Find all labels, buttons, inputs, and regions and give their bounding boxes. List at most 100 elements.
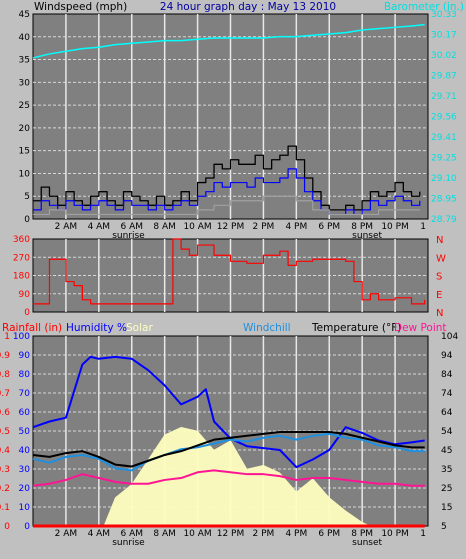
compass-label: N bbox=[436, 308, 443, 319]
x-tick-label: 8 PM bbox=[351, 529, 373, 539]
sunrise-label: sunrise bbox=[112, 538, 145, 548]
dew_point-line bbox=[32, 469, 425, 487]
x-tick-label: 10 PM bbox=[381, 222, 409, 232]
compass-label: S bbox=[436, 272, 442, 283]
humidity-y-tick: 50 bbox=[19, 427, 31, 437]
x-tick-label: 10 PM bbox=[381, 529, 409, 539]
temperature-plot-series bbox=[32, 355, 425, 528]
wind-y-tick: 40 bbox=[19, 33, 31, 43]
barometer-line bbox=[32, 23, 425, 59]
wind-plot-grid bbox=[33, 14, 428, 219]
rain-y-tick: 0.9 bbox=[0, 351, 10, 361]
barometer-y-tick: 29.25 bbox=[431, 154, 457, 164]
x-tick-label: 8 AM bbox=[153, 222, 176, 232]
temperature-y-tick: 74 bbox=[441, 389, 453, 399]
wind-y-tick: 30 bbox=[19, 78, 31, 88]
wind-plot-ticks: 0 5 10 15 20 25 30 35 40 45 28.79 28.95 29.10 29.25 29… bbox=[19, 10, 457, 241]
rain-y-tick: 0 bbox=[4, 522, 10, 532]
humidity-y-tick: 20 bbox=[19, 484, 31, 494]
wind-y-tick: 25 bbox=[19, 101, 30, 111]
barometer-y-tick: 28.95 bbox=[431, 195, 457, 205]
rain-y-tick: 0.6 bbox=[0, 408, 10, 418]
direction-y-tick: 90 bbox=[19, 290, 31, 300]
barometer-axis-label: Barometer (in.) bbox=[384, 1, 464, 13]
chart-title: 24 hour graph day : May 13 2010 bbox=[160, 1, 336, 13]
barometer-y-tick: 29.71 bbox=[431, 92, 457, 102]
direction-y-tick: 360 bbox=[13, 235, 30, 245]
humidity-y-tick: 40 bbox=[19, 446, 31, 456]
wind-y-tick: 15 bbox=[19, 147, 30, 157]
rain-y-tick: 0.1 bbox=[0, 503, 10, 513]
rain-y-tick: 1 bbox=[4, 332, 10, 342]
dew-point-axis-label: Dew Point bbox=[394, 322, 447, 334]
x-tick-label: 1 bbox=[420, 222, 426, 232]
temperature-y-tick: 54 bbox=[441, 427, 453, 437]
temperature-axis-label: Temperature (°F) bbox=[311, 322, 401, 334]
direction-y-tick: 0 bbox=[24, 308, 30, 318]
x-tick-label: 1 bbox=[420, 529, 426, 539]
x-tick-label: 4 PM bbox=[285, 529, 307, 539]
x-tick-label: 4 PM bbox=[285, 222, 307, 232]
rain-y-tick: 0.8 bbox=[0, 370, 10, 380]
sunrise-label: sunrise bbox=[112, 231, 145, 241]
rain-y-tick: 0.7 bbox=[0, 389, 10, 399]
x-tick-label: 12 PM bbox=[217, 529, 245, 539]
rain-y-tick: 0.4 bbox=[0, 446, 10, 456]
humidity-y-tick: 10 bbox=[19, 503, 31, 513]
humidity-y-tick: 0 bbox=[24, 522, 30, 532]
wind_gust-line bbox=[33, 145, 421, 211]
barometer-y-tick: 30.02 bbox=[431, 51, 457, 61]
wind-y-tick: 10 bbox=[19, 169, 31, 179]
wind-axis-label: Windspeed (mph) bbox=[34, 1, 127, 13]
wind-y-tick: 20 bbox=[19, 124, 31, 134]
humidity-y-tick: 70 bbox=[19, 389, 31, 399]
direction-y-tick: 270 bbox=[13, 253, 30, 263]
x-tick-label: 12 PM bbox=[217, 222, 245, 232]
rain-y-tick: 0.3 bbox=[0, 465, 10, 475]
rain-y-tick: 0.5 bbox=[0, 427, 10, 437]
wind-y-tick: 0 bbox=[24, 215, 30, 225]
barometer-y-tick: 30.17 bbox=[431, 31, 457, 41]
solar-area bbox=[103, 426, 371, 527]
x-tick-label: 2 AM bbox=[55, 529, 78, 539]
x-tick-label: 6 PM bbox=[318, 529, 340, 539]
temperature-y-tick: 15 bbox=[441, 503, 452, 513]
wind-y-tick: 5 bbox=[24, 192, 30, 202]
barometer-y-tick: 28.79 bbox=[431, 215, 457, 225]
wind_dir-line bbox=[33, 238, 426, 305]
humidity-y-tick: 60 bbox=[19, 408, 31, 418]
humidity-line bbox=[32, 355, 425, 469]
x-tick-label: 6 AM bbox=[120, 222, 143, 232]
humidity-y-tick: 90 bbox=[19, 351, 31, 361]
barometer-y-tick: 29.10 bbox=[431, 174, 457, 184]
barometer-y-tick: 29.87 bbox=[431, 72, 457, 82]
sunset-label: sunset bbox=[352, 538, 382, 548]
direction-y-tick: 180 bbox=[13, 272, 30, 282]
compass-label: N bbox=[436, 235, 443, 246]
wind-plot-series bbox=[32, 23, 425, 216]
x-tick-label: 10 AM bbox=[183, 529, 211, 539]
windchill-axis-label: Windchill bbox=[243, 322, 291, 334]
windchill-line bbox=[32, 432, 425, 472]
x-tick-label: 6 AM bbox=[120, 529, 143, 539]
x-tick-label: 2 PM bbox=[253, 222, 275, 232]
temperature-line bbox=[32, 430, 425, 468]
wind-y-tick: 35 bbox=[19, 56, 30, 66]
temperature-y-tick: 64 bbox=[441, 408, 453, 418]
compass-label: W bbox=[436, 253, 446, 264]
rain-axis-label: Rainfall (in) bbox=[2, 322, 62, 334]
humidity-y-tick: 100 bbox=[13, 332, 30, 342]
compass-label: E bbox=[436, 290, 442, 301]
solar-axis-label: Solar bbox=[126, 322, 153, 334]
wind-y-tick: 45 bbox=[19, 10, 30, 20]
temperature-y-tick: 84 bbox=[441, 370, 453, 380]
x-tick-label: 8 AM bbox=[153, 529, 176, 539]
x-tick-label: 2 AM bbox=[55, 222, 78, 232]
temperature-plot-ticks: 0 10 20 30 40 50 60 70 80 90 100 0 0.1 0.2 0.3 0.4 0.5 0.… bbox=[0, 332, 458, 548]
temperature-y-tick: 104 bbox=[441, 332, 458, 342]
x-tick-label: 6 PM bbox=[318, 222, 340, 232]
humidity-axis-label: Humidity % bbox=[66, 322, 127, 334]
barometer-y-tick: 29.56 bbox=[431, 113, 457, 123]
temperature-y-tick: 45 bbox=[441, 446, 452, 456]
